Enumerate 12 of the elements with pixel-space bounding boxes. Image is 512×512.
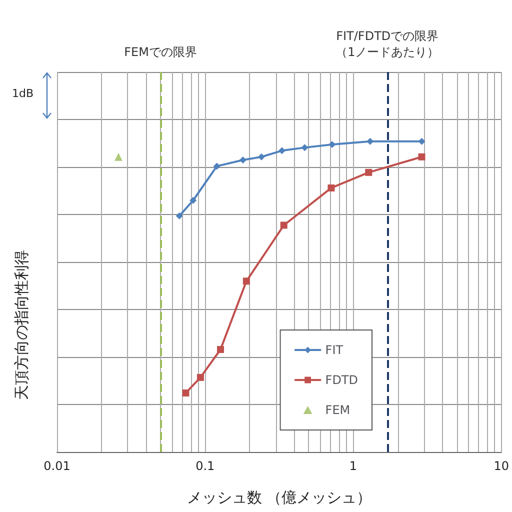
ref-line-label: FEMでの限界 xyxy=(124,45,197,59)
legend-label: FEM xyxy=(325,403,350,417)
x-tick-label: 10 xyxy=(494,459,510,473)
legend-label: FIT xyxy=(325,343,344,357)
text: 1dB xyxy=(12,87,34,100)
y-axis-title: 天頂方向の指向性利得 xyxy=(12,250,30,400)
x-axis-title: メッシュ数 （億メッシュ） xyxy=(186,488,372,506)
x-tick-label: 1 xyxy=(349,459,358,473)
x-tick-label: 0.01 xyxy=(44,459,70,473)
legend-label: FDTD xyxy=(325,373,358,387)
x-tick-label: 0.1 xyxy=(196,459,215,473)
ref-line-label: FIT/FDTDでの限界（1ノードあたり） xyxy=(336,29,440,59)
